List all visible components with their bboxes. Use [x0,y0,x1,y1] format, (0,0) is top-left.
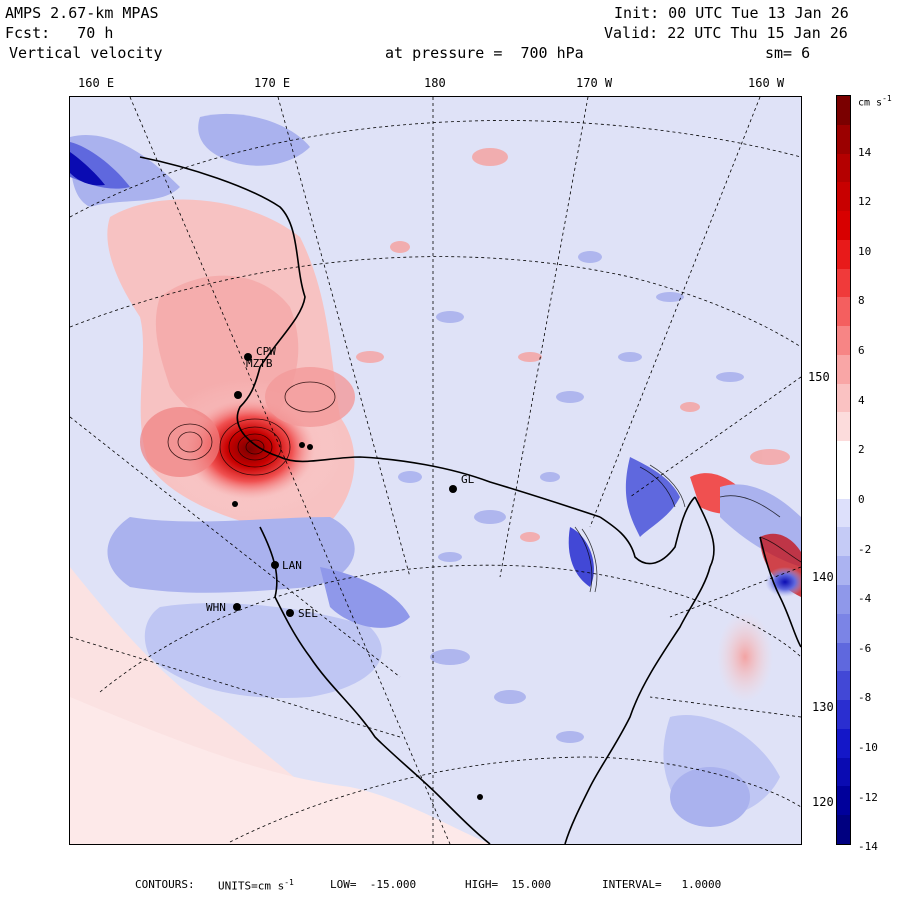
colorbar-segment [837,498,850,528]
colorbar-segment [837,268,850,298]
colorbar-segment [837,182,850,212]
colorbar-tick-label: 2 [858,443,865,457]
colorbar-segment [837,671,850,701]
colorbar-segment [837,642,850,672]
colorbar-tick-label: -12 [858,790,878,804]
colorbar-tick-label: 8 [858,294,865,308]
colorbar-tick-label: 14 [858,145,872,159]
coastline [139,156,801,844]
colorbar-tick-label: 4 [858,393,865,407]
footer-units: UNITS=cm s-1 [218,878,294,893]
station-markers [232,353,483,800]
colorbar-tick-label: -4 [858,592,872,606]
colorbar-segment [837,124,850,154]
colorbar-tick-label: 6 [858,344,865,358]
colorbar-segment [837,786,850,816]
colorbar-tick-label: 10 [858,244,872,258]
model-title: AMPS 2.67-km MPAS [5,4,159,22]
lon-label-170w: 170 W [576,76,613,90]
lon-label-180: 180 [424,76,446,90]
colorbar-segment [837,556,850,586]
footer-high: HIGH= 15.000 [465,878,552,891]
station-label-gl: GL [461,473,475,486]
valid-time: Valid: 22 UTC Thu 15 Jan 26 [604,24,848,42]
colorbar-segment [837,700,850,729]
mountain-wave-east [625,457,680,537]
station-marker-lan [271,561,279,569]
lon-label-160w: 160 W [748,76,785,90]
pressure-level: at pressure = 700 hPa [385,44,584,62]
colorbar-segment [837,728,850,758]
colorbar-segment [837,153,850,183]
colorbar-segment [837,96,850,125]
colorbar-segment [837,613,850,643]
colorbar-segment [837,469,850,499]
downdraft-band-south [107,517,355,593]
footer-low: LOW= -15.000 [330,878,417,891]
lon-label-160e: 160 E [78,76,115,90]
colorbar-segment [837,527,850,557]
colorbar-tick-label: -2 [858,542,872,556]
station-marker-whn [233,603,241,611]
smoothing-value: sm= 6 [765,44,811,62]
footer-contours-label: CONTOURS: [135,878,195,891]
colorbar-segment [837,354,850,384]
colorbar-segment [837,412,850,442]
footer-interval: INTERVAL= 1.0000 [602,878,722,891]
colorbar-segment [837,383,850,413]
station-label-mztb: MZTB [246,357,273,370]
colorbar-segment [837,211,850,240]
colorbar-segment [837,815,850,844]
colorbar-tick-label: -10 [858,741,878,755]
station-marker-gl [449,485,457,493]
field-name: Vertical velocity [9,44,163,62]
graticule [70,97,801,844]
station-marker-mztb [234,391,242,399]
colorbar-segment [837,441,850,470]
colorbar [836,95,851,845]
colorbar-tick-label: 0 [858,492,865,506]
colorbar-unit: cm s-1 [858,94,892,109]
map-canvas: CPW MZTB LAN WHN SEL GL [70,97,801,844]
colorbar-tick-label: -8 [858,691,872,705]
station-marker-sel [286,609,294,617]
scattered-cells [356,148,790,743]
colorbar-tick-label: -6 [858,641,872,655]
colorbar-segment [837,585,850,614]
colorbar-segment [837,297,850,327]
vertical-velocity-map: CPW MZTB LAN WHN SEL GL [69,96,802,845]
colorbar-tick-label: 12 [858,195,872,209]
colorbar-segment [837,326,850,355]
forecast-hour: Fcst: 70 h [5,24,114,42]
station-label-cpw: CPW [256,345,276,358]
colorbar-tick-label: -14 [858,840,878,854]
lon-label-170e: 170 E [254,76,291,90]
station-label-sel: SEL [298,607,318,620]
colorbar-segment [837,239,850,269]
station-marker-cpw [244,353,252,361]
station-label-lan: LAN [282,559,302,572]
colorbar-segment [837,757,850,787]
station-label-whn: WHN [206,601,226,614]
init-time: Init: 00 UTC Tue 13 Jan 26 [614,4,849,22]
lon-label-150w: 150 W [808,370,845,384]
